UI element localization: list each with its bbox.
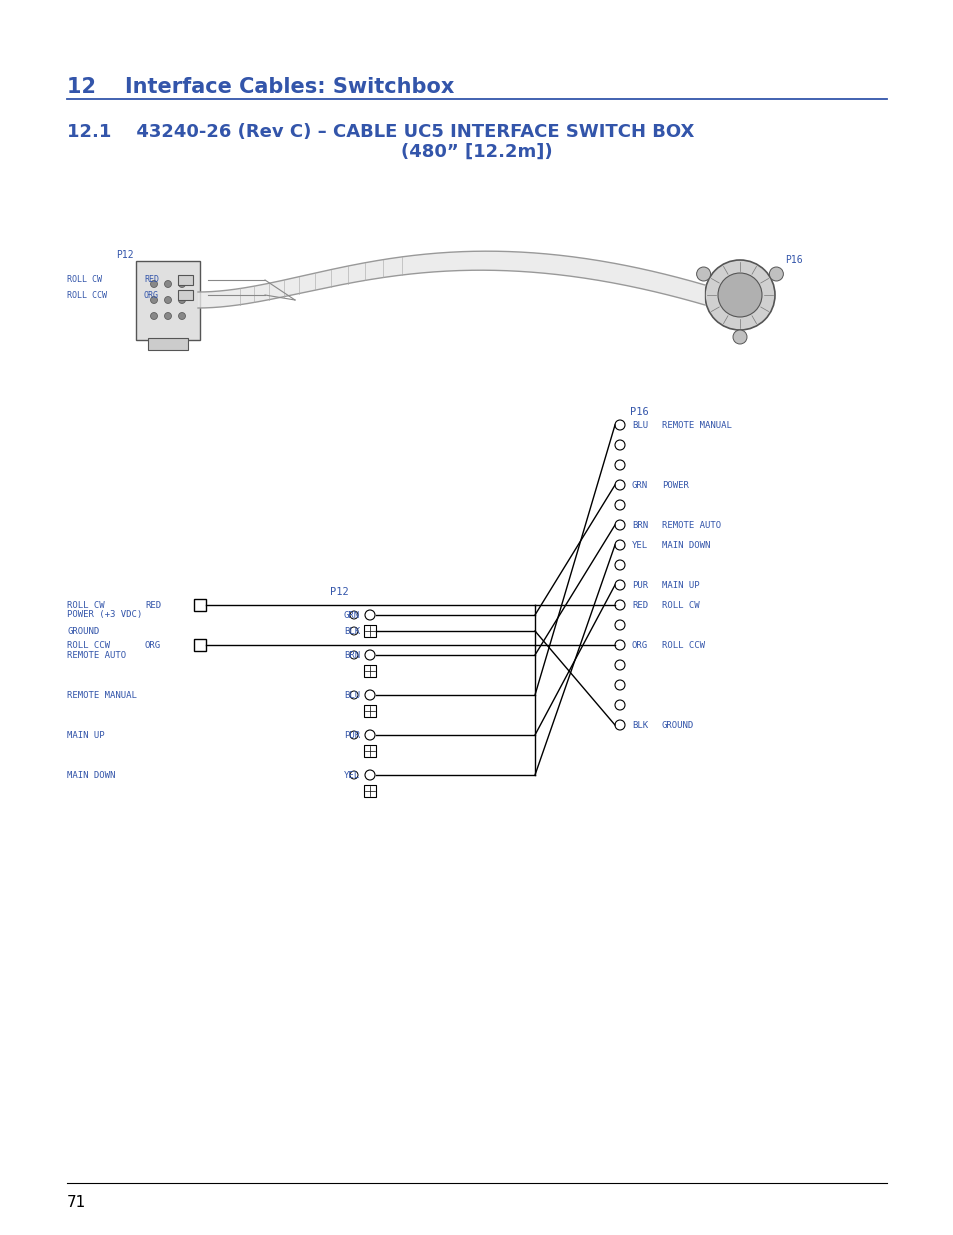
Circle shape bbox=[615, 540, 624, 550]
Text: RED: RED bbox=[631, 600, 647, 610]
Text: BLU: BLU bbox=[631, 420, 647, 430]
Circle shape bbox=[350, 651, 357, 659]
FancyBboxPatch shape bbox=[178, 275, 193, 285]
Text: (480” [12.2m]): (480” [12.2m]) bbox=[401, 143, 552, 161]
Circle shape bbox=[365, 650, 375, 659]
Text: MAIN DOWN: MAIN DOWN bbox=[661, 541, 710, 550]
Circle shape bbox=[615, 700, 624, 710]
Circle shape bbox=[696, 267, 710, 282]
Circle shape bbox=[350, 731, 357, 739]
Circle shape bbox=[365, 610, 375, 620]
Circle shape bbox=[615, 640, 624, 650]
Circle shape bbox=[365, 769, 375, 781]
Text: POWER: POWER bbox=[661, 480, 688, 489]
Text: GROUND: GROUND bbox=[67, 626, 99, 636]
Text: 12    Interface Cables: Switchbox: 12 Interface Cables: Switchbox bbox=[67, 77, 454, 98]
Circle shape bbox=[718, 273, 761, 317]
Circle shape bbox=[365, 690, 375, 700]
Circle shape bbox=[178, 280, 185, 288]
FancyBboxPatch shape bbox=[148, 337, 188, 350]
Text: ROLL CW: ROLL CW bbox=[67, 600, 105, 610]
Circle shape bbox=[365, 730, 375, 740]
Text: P12: P12 bbox=[330, 587, 349, 597]
Text: ROLL CW: ROLL CW bbox=[67, 275, 102, 284]
Circle shape bbox=[615, 600, 624, 610]
Bar bbox=[364, 745, 375, 757]
Circle shape bbox=[615, 500, 624, 510]
Text: GROUND: GROUND bbox=[661, 720, 694, 730]
Circle shape bbox=[615, 659, 624, 671]
Text: REMOTE AUTO: REMOTE AUTO bbox=[661, 520, 720, 530]
Text: BLU: BLU bbox=[343, 690, 359, 699]
Text: REMOTE MANUAL: REMOTE MANUAL bbox=[67, 690, 136, 699]
Bar bbox=[364, 705, 375, 718]
Text: ROLL CCW: ROLL CCW bbox=[661, 641, 704, 650]
FancyBboxPatch shape bbox=[136, 261, 200, 340]
Text: BLK: BLK bbox=[631, 720, 647, 730]
Text: P12: P12 bbox=[116, 251, 133, 261]
Circle shape bbox=[704, 261, 774, 330]
Text: YEL: YEL bbox=[343, 771, 359, 779]
Circle shape bbox=[164, 280, 172, 288]
Circle shape bbox=[151, 312, 157, 320]
Text: PUR: PUR bbox=[631, 580, 647, 589]
Text: GRN: GRN bbox=[631, 480, 647, 489]
Circle shape bbox=[768, 267, 782, 282]
Text: REMOTE MANUAL: REMOTE MANUAL bbox=[661, 420, 731, 430]
Circle shape bbox=[615, 480, 624, 490]
Text: PUR: PUR bbox=[343, 730, 359, 740]
Text: YEL: YEL bbox=[631, 541, 647, 550]
Circle shape bbox=[615, 680, 624, 690]
Text: ORG: ORG bbox=[145, 641, 161, 650]
Circle shape bbox=[164, 296, 172, 304]
Circle shape bbox=[615, 520, 624, 530]
Circle shape bbox=[350, 771, 357, 779]
Bar bbox=[364, 625, 375, 637]
Text: ROLL CCW: ROLL CCW bbox=[67, 290, 107, 300]
Bar bbox=[193, 638, 206, 651]
Text: MAIN UP: MAIN UP bbox=[67, 730, 105, 740]
Bar bbox=[364, 664, 375, 677]
Text: MAIN DOWN: MAIN DOWN bbox=[67, 771, 115, 779]
Circle shape bbox=[615, 420, 624, 430]
Circle shape bbox=[615, 720, 624, 730]
Text: ORG: ORG bbox=[144, 290, 159, 300]
Text: RED: RED bbox=[145, 600, 161, 610]
Polygon shape bbox=[198, 251, 704, 308]
Circle shape bbox=[615, 459, 624, 471]
Text: MAIN UP: MAIN UP bbox=[661, 580, 699, 589]
Circle shape bbox=[350, 692, 357, 699]
Text: POWER (+3 VDC): POWER (+3 VDC) bbox=[67, 610, 142, 620]
Text: ROLL CW: ROLL CW bbox=[661, 600, 699, 610]
Circle shape bbox=[164, 312, 172, 320]
Circle shape bbox=[350, 611, 357, 619]
Text: GRN: GRN bbox=[343, 610, 359, 620]
Circle shape bbox=[615, 620, 624, 630]
Text: 12.1    43240-26 (Rev C) – CABLE UC5 INTERFACE SWITCH BOX: 12.1 43240-26 (Rev C) – CABLE UC5 INTERF… bbox=[67, 124, 694, 141]
Text: BRN: BRN bbox=[343, 651, 359, 659]
Text: RED: RED bbox=[144, 275, 159, 284]
Bar bbox=[193, 599, 206, 611]
Text: P16: P16 bbox=[784, 254, 801, 266]
Circle shape bbox=[615, 440, 624, 450]
Circle shape bbox=[151, 296, 157, 304]
Circle shape bbox=[615, 559, 624, 571]
Text: ORG: ORG bbox=[631, 641, 647, 650]
Text: ROLL CCW: ROLL CCW bbox=[67, 641, 110, 650]
Text: P16: P16 bbox=[629, 408, 648, 417]
Circle shape bbox=[732, 330, 746, 345]
Circle shape bbox=[178, 312, 185, 320]
Text: BRN: BRN bbox=[631, 520, 647, 530]
Bar bbox=[364, 785, 375, 797]
Circle shape bbox=[151, 280, 157, 288]
Text: 71: 71 bbox=[67, 1195, 86, 1210]
Text: REMOTE AUTO: REMOTE AUTO bbox=[67, 651, 126, 659]
Circle shape bbox=[615, 580, 624, 590]
Circle shape bbox=[350, 627, 357, 635]
Text: BLK: BLK bbox=[343, 626, 359, 636]
Circle shape bbox=[178, 296, 185, 304]
FancyBboxPatch shape bbox=[178, 290, 193, 300]
